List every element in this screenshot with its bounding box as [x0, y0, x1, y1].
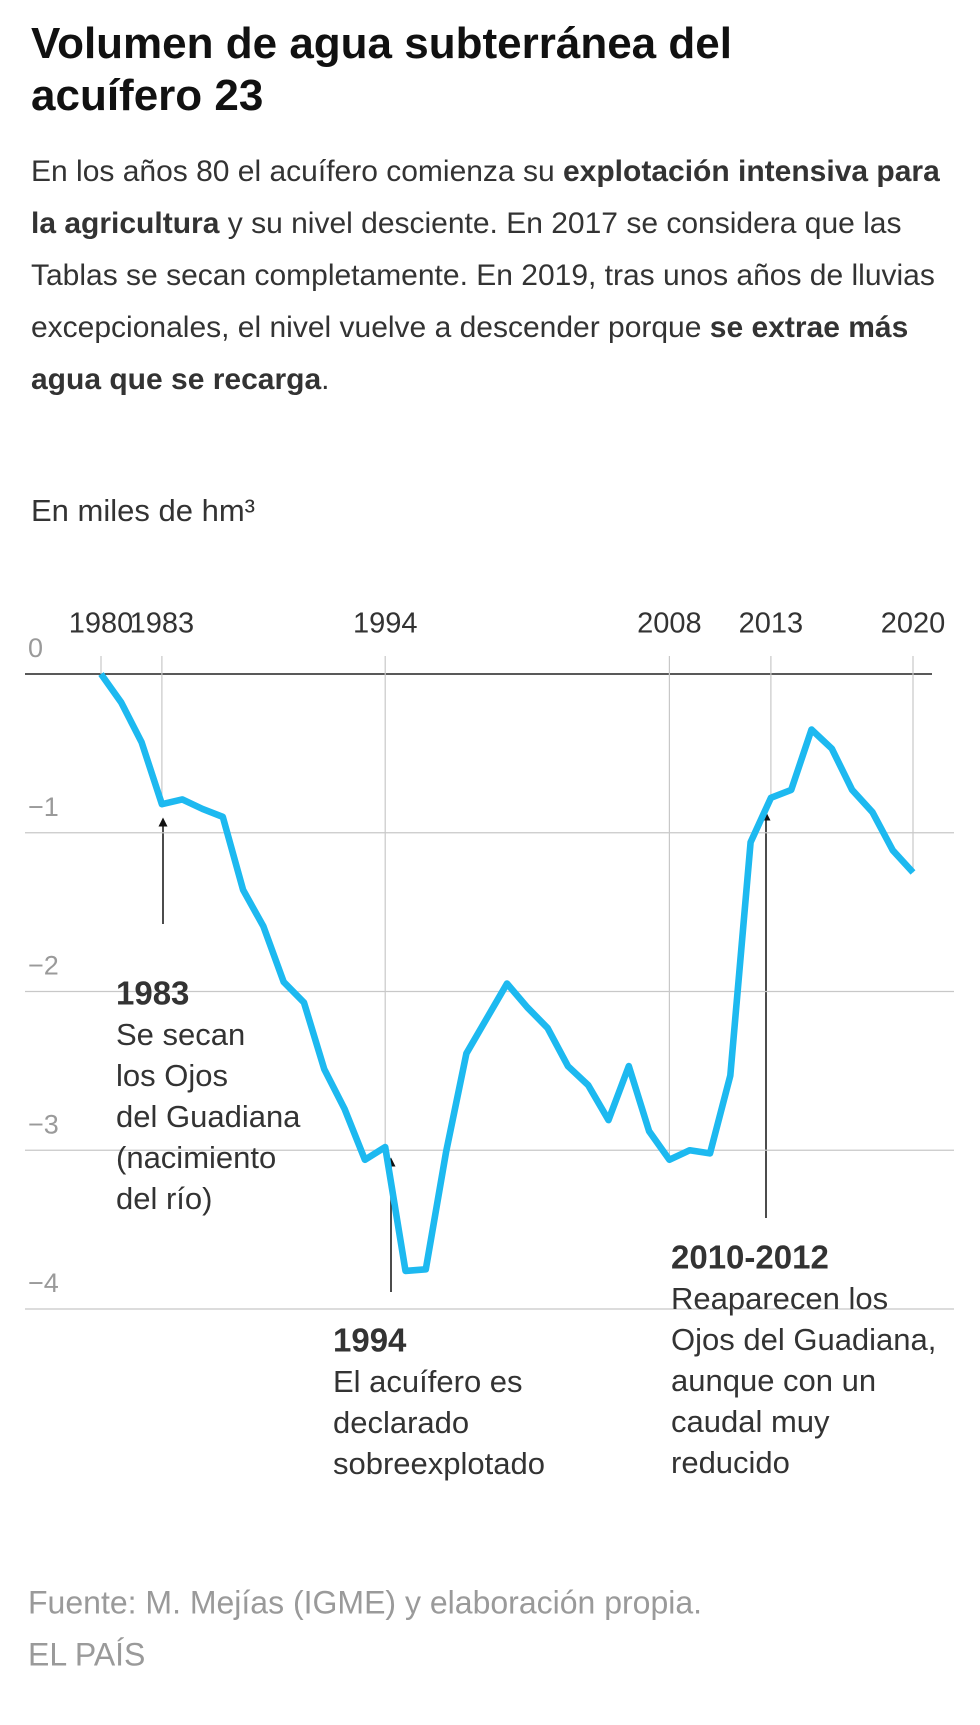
annotation-title: 1983: [116, 975, 189, 1012]
x-tick-label: 1980: [69, 608, 134, 640]
annotation-text: los Ojos: [116, 1058, 228, 1093]
annotation-title: 1994: [333, 1322, 407, 1359]
chart-title: Volumen de agua subterránea del acuífero…: [31, 19, 732, 120]
subtitle-bold: se extrae más agua que se recarga: [31, 311, 909, 396]
subtitle-text: En los años 80 el acuífero comienza su: [31, 155, 563, 188]
annotation-text: del Guadiana: [116, 1099, 301, 1134]
annotation-text: (nacimiento: [116, 1140, 276, 1175]
x-tick-label: 2020: [881, 608, 946, 640]
y-tick-label: −4: [28, 1268, 59, 1298]
y-tick-label: −2: [28, 951, 59, 981]
annotation-text: Reaparecen los: [671, 1281, 888, 1316]
subtitle-text: y su nivel desciente. En 2017 se conside…: [31, 207, 935, 344]
subtitle-bold: explotación intensiva para la agricultur…: [31, 155, 940, 240]
annotation-text: El acuífero es: [333, 1364, 523, 1399]
y-tick-label: −3: [28, 1109, 59, 1139]
data-line: [98, 672, 916, 1275]
subtitle-text: .: [321, 363, 330, 396]
source: Fuente: M. Mejías (IGME) y elaboración p…: [28, 1584, 702, 1620]
x-tick-label: 2008: [637, 608, 702, 640]
annotation-text: declarado: [333, 1405, 469, 1440]
annotation-text: Ojos del Guadiana,: [671, 1322, 936, 1357]
annotation-text: sobreexplotado: [333, 1446, 545, 1481]
annotation-text: Se secan: [116, 1017, 245, 1052]
y-axis-label: En miles de hm³: [31, 493, 255, 528]
annotation-title: 2010-2012: [671, 1239, 829, 1276]
brand: EL PAÍS: [28, 1636, 145, 1672]
x-tick-label: 1983: [130, 608, 195, 640]
x-tick-label: 1994: [353, 608, 418, 640]
annotation-text: del río): [116, 1181, 212, 1216]
subtitle: En los años 80 el acuífero comienza su e…: [31, 146, 966, 406]
y-tick-label: −1: [28, 792, 59, 822]
annotation-text: reducido: [671, 1445, 790, 1480]
annotation-text: caudal muy: [671, 1404, 830, 1439]
x-tick-label: 2013: [739, 608, 804, 640]
y-tick-label: 0: [28, 633, 43, 663]
annotation-text: aunque con un: [671, 1363, 876, 1398]
